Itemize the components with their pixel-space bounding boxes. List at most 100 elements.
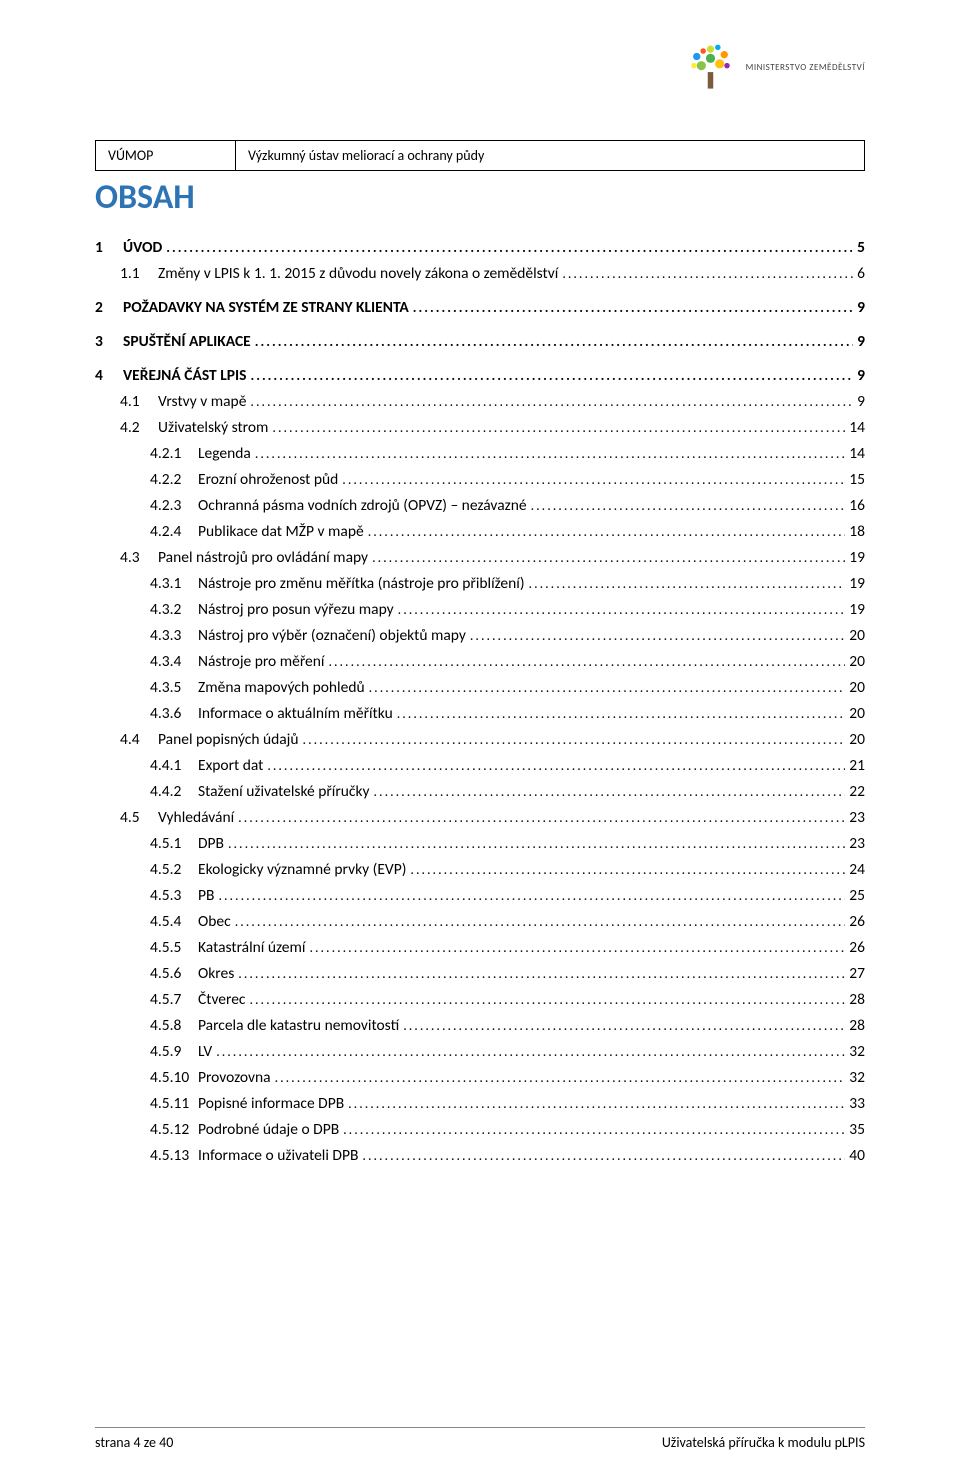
- toc-entry-page: 9: [857, 332, 865, 351]
- toc-entry[interactable]: 4.5.12Podrobné údaje o DPB35: [95, 1120, 865, 1139]
- toc-entry[interactable]: 4.5.1DPB23: [95, 834, 865, 853]
- toc-entry-page: 19: [849, 548, 865, 567]
- toc-entry-title: Panel nástrojů pro ovládání mapy: [158, 548, 368, 567]
- toc-entry-page: 28: [849, 1016, 865, 1035]
- toc-entry[interactable]: 4.3.4Nástroje pro měření20: [95, 652, 865, 671]
- toc-entry-page: 23: [849, 808, 865, 827]
- toc-entry[interactable]: 4.5.2Ekologicky významné prvky (EVP)24: [95, 860, 865, 879]
- toc-entry-page: 23: [849, 834, 865, 853]
- toc-entry-leader: [250, 366, 853, 385]
- toc-entry[interactable]: 4.4.1Export dat21: [95, 756, 865, 775]
- page-footer: strana 4 ze 40 Uživatelská příručka k mo…: [95, 1427, 865, 1451]
- toc-entry-title: Obec: [198, 912, 231, 931]
- toc-entry-leader: [216, 1042, 845, 1061]
- toc-entry-leader: [348, 1094, 845, 1113]
- toc-entry-title: Okres: [198, 964, 234, 983]
- toc-entry[interactable]: 1.1Změny v LPIS k 1. 1. 2015 z důvodu no…: [95, 264, 865, 283]
- toc-entry[interactable]: 4.5.4Obec26: [95, 912, 865, 931]
- toc-entry-page: 22: [849, 782, 865, 801]
- toc-entry-leader: [166, 238, 853, 257]
- toc-entry[interactable]: 3SPUŠTĚNÍ APLIKACE9: [95, 332, 865, 351]
- toc-entry-number: 4.5.11: [150, 1094, 198, 1113]
- toc-entry[interactable]: 4.3.5Změna mapových pohledů20: [95, 678, 865, 697]
- toc-entry-title: Legenda: [198, 444, 251, 463]
- toc-entry-leader: [218, 886, 845, 905]
- toc-entry-number: 4.3.2: [150, 600, 198, 619]
- toc-entry[interactable]: 4.4Panel popisných údajů20: [95, 730, 865, 749]
- toc-entry-title: Export dat: [198, 756, 263, 775]
- header-info-box: VÚMOP Výzkumný ústav meliorací a ochrany…: [95, 140, 865, 171]
- toc-entry-number: 4.3.5: [150, 678, 198, 697]
- toc-entry-title: VEŘEJNÁ ČÁST LPIS: [123, 366, 246, 385]
- toc-entry-number: 4.5.10: [150, 1068, 198, 1087]
- toc-entry[interactable]: 4.5.11Popisné informace DPB33: [95, 1094, 865, 1113]
- toc-entry-leader: [255, 444, 845, 463]
- toc-entry-page: 15: [849, 470, 865, 489]
- logo-text: MINISTERSTVO ZEMĚDĚLSTVÍ: [746, 62, 865, 73]
- toc-entry-page: 14: [849, 418, 865, 437]
- toc-entry-page: 20: [849, 626, 865, 645]
- table-of-contents: 1ÚVOD5 1.1Změny v LPIS k 1. 1. 2015 z dův…: [95, 238, 865, 1165]
- toc-entry[interactable]: 4.3Panel nástrojů pro ovládání mapy19: [95, 548, 865, 567]
- toc-entry[interactable]: 4.2.4Publikace dat MŽP v mapě18: [95, 522, 865, 541]
- toc-entry-number: 1: [95, 238, 123, 257]
- toc-entry-page: 19: [849, 600, 865, 619]
- toc-entry-number: 4.2.4: [150, 522, 198, 541]
- toc-entry[interactable]: 4.3.2Nástroj pro posun výřezu mapy 19: [95, 600, 865, 619]
- toc-entry-number: 4.5.5: [150, 938, 198, 957]
- toc-entry-title: Čtverec: [198, 990, 245, 1009]
- toc-entry-leader: [531, 496, 846, 515]
- toc-entry-title: Katastrální území: [198, 938, 305, 957]
- toc-entry[interactable]: 4.2.3Ochranná pásma vodních zdrojů (OPVZ…: [95, 496, 865, 515]
- toc-entry[interactable]: 4.5.13Informace o uživateli DPB40: [95, 1146, 865, 1165]
- toc-entry-page: 33: [849, 1094, 865, 1113]
- toc-entry-page: 14: [849, 444, 865, 463]
- toc-entry-page: 9: [857, 298, 865, 317]
- toc-entry-leader: [275, 1068, 846, 1087]
- toc-entry-leader: [303, 730, 846, 749]
- toc-entry[interactable]: 4.5.3PB25: [95, 886, 865, 905]
- toc-entry[interactable]: 4.1Vrstvy v mapě9: [95, 392, 865, 411]
- toc-entry[interactable]: 2POŽADAVKY NA SYSTÉM ZE STRANY KLIENTA 9: [95, 298, 865, 317]
- toc-entry-page: 20: [849, 678, 865, 697]
- toc-entry-number: 4.3.1: [150, 574, 198, 593]
- toc-entry-page: 24: [849, 860, 865, 879]
- toc-entry-title: Panel popisných údajů: [158, 730, 299, 749]
- toc-entry-title: Vrstvy v mapě: [158, 392, 246, 411]
- toc-entry-number: 4.2.2: [150, 470, 198, 489]
- toc-entry-leader: [403, 1016, 845, 1035]
- toc-entry-title: POŽADAVKY NA SYSTÉM ZE STRANY KLIENTA: [123, 298, 409, 317]
- toc-entry[interactable]: 4.4.2Stažení uživatelské příručky22: [95, 782, 865, 801]
- toc-entry[interactable]: 4.5.9LV32: [95, 1042, 865, 1061]
- toc-entry-number: 2: [95, 298, 123, 317]
- toc-entry-leader: [238, 964, 845, 983]
- toc-entry[interactable]: 1ÚVOD5: [95, 238, 865, 257]
- toc-entry-page: 35: [849, 1120, 865, 1139]
- toc-entry-number: 4.4: [120, 730, 158, 749]
- toc-entry[interactable]: 4.3.6Informace o aktuálním měřítku20: [95, 704, 865, 723]
- toc-entry[interactable]: 4.2Uživatelský strom14: [95, 418, 865, 437]
- toc-entry-page: 28: [849, 990, 865, 1009]
- toc-entry-title: Informace o aktuálním měřítku: [198, 704, 393, 723]
- toc-entry[interactable]: 4.3.1Nástroje pro změnu měřítka (nástroj…: [95, 574, 865, 593]
- toc-entry[interactable]: 4.3.3Nástroj pro výběr (označení) objekt…: [95, 626, 865, 645]
- toc-entry-leader: [267, 756, 845, 775]
- toc-entry[interactable]: 4.2.2Erozní ohroženost půd15: [95, 470, 865, 489]
- toc-entry-page: 18: [849, 522, 865, 541]
- toc-entry[interactable]: 4.5.7Čtverec28: [95, 990, 865, 1009]
- toc-entry[interactable]: 4.5.5Katastrální území26: [95, 938, 865, 957]
- toc-entry[interactable]: 4.5Vyhledávání23: [95, 808, 865, 827]
- toc-entry[interactable]: 4.5.10Provozovna32: [95, 1068, 865, 1087]
- toc-entry-title: Změny v LPIS k 1. 1. 2015 z důvodu novel…: [158, 264, 558, 283]
- toc-entry-leader: [328, 652, 845, 671]
- toc-entry-leader: [562, 264, 853, 283]
- toc-entry-title: Nástroj pro posun výřezu mapy: [198, 600, 394, 619]
- toc-entry-title: Uživatelský strom: [158, 418, 268, 437]
- toc-entry[interactable]: 4.5.8Parcela dle katastru nemovitostí28: [95, 1016, 865, 1035]
- toc-entry[interactable]: 4.5.6Okres27: [95, 964, 865, 983]
- toc-entry-leader: [235, 912, 846, 931]
- box-fullname: Výzkumný ústav meliorací a ochrany půdy: [236, 141, 864, 170]
- toc-entry-page: 20: [849, 652, 865, 671]
- toc-entry[interactable]: 4VEŘEJNÁ ČÁST LPIS9: [95, 366, 865, 385]
- toc-entry[interactable]: 4.2.1Legenda14: [95, 444, 865, 463]
